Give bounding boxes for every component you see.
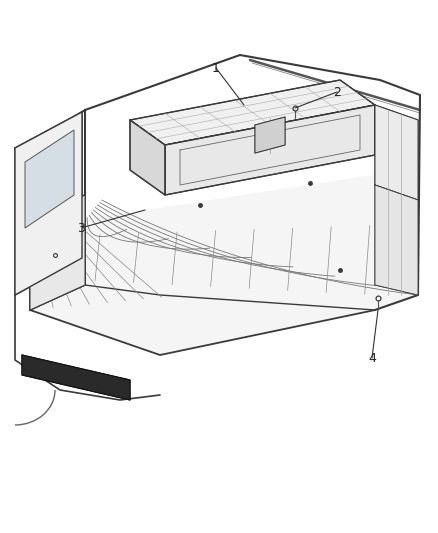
Polygon shape <box>255 117 285 153</box>
Text: 1: 1 <box>212 61 220 75</box>
Polygon shape <box>22 355 130 400</box>
Polygon shape <box>25 130 74 228</box>
Polygon shape <box>30 175 418 355</box>
Polygon shape <box>130 120 165 195</box>
Polygon shape <box>15 112 82 295</box>
Polygon shape <box>375 185 418 295</box>
Text: 3: 3 <box>77 222 85 235</box>
Text: 4: 4 <box>368 351 376 365</box>
Polygon shape <box>30 195 85 310</box>
Polygon shape <box>165 105 375 195</box>
Polygon shape <box>130 80 375 145</box>
Polygon shape <box>375 105 418 200</box>
Text: 2: 2 <box>333 85 341 99</box>
